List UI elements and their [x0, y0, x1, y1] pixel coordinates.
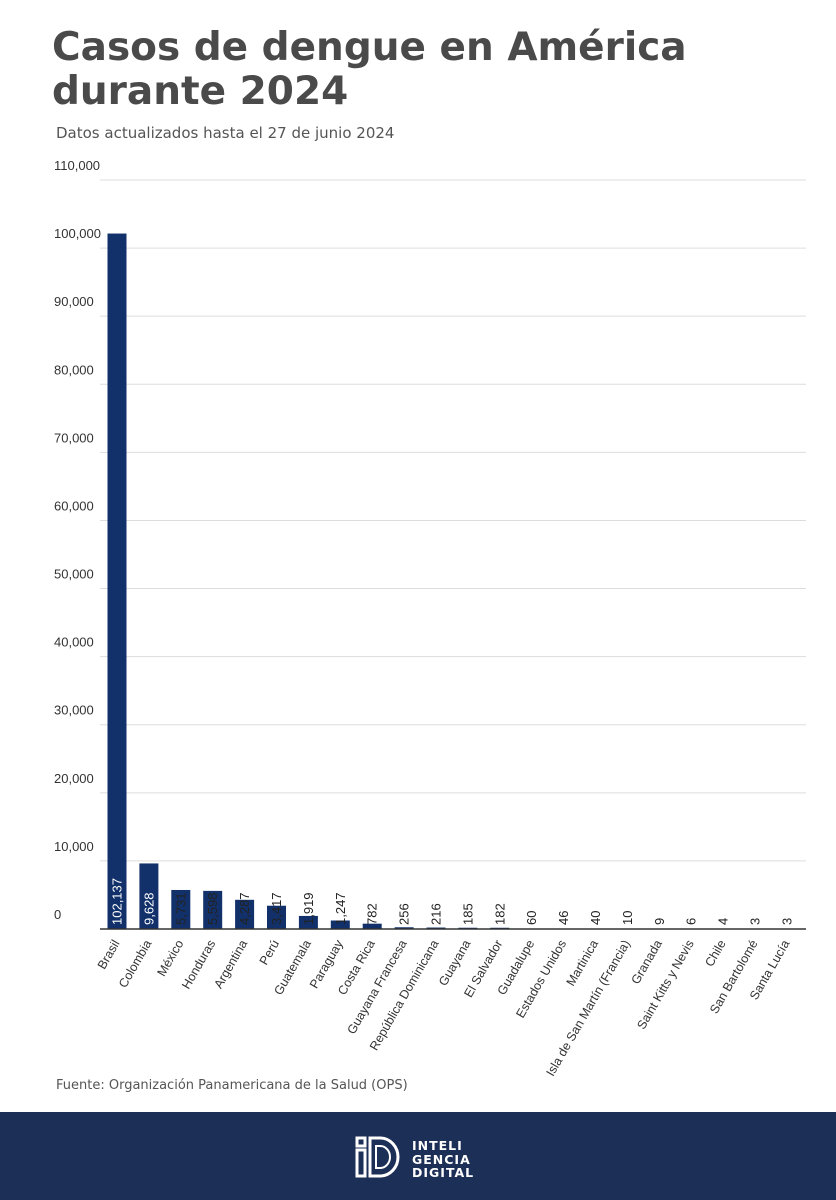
bar — [235, 899, 255, 929]
x-tick-label: Chile — [702, 937, 728, 969]
bar-value-label: 782 — [365, 903, 380, 925]
bar — [139, 863, 159, 929]
bar-value-label: 4,287 — [237, 892, 252, 925]
bar-value-label: 1,247 — [333, 892, 348, 925]
bar-value-label: 9 — [652, 918, 667, 925]
footer-bar: INTELI GENCIA DIGITAL — [0, 1112, 836, 1200]
y-tick-label: 60,000 — [54, 498, 94, 513]
y-axis-tick-labels: 0 10,000 20,000 30,000 40,000 50,000 60,000 70,… — [54, 158, 101, 922]
y-tick-label: 20,000 — [54, 771, 94, 786]
bar-value-label: 60 — [524, 911, 539, 925]
chart-subtitle: Datos actualizados hasta el 27 de junio … — [56, 124, 395, 142]
y-tick-label: 40,000 — [54, 635, 94, 650]
bar-value-label: 182 — [492, 903, 507, 925]
bar-value-label: 3 — [779, 918, 794, 925]
bar — [107, 233, 127, 929]
bar-value-label: 1,919 — [301, 892, 316, 925]
x-tick-label: México — [154, 937, 186, 978]
brand-line-3: DIGITAL — [412, 1165, 475, 1180]
bar-value-label: 3,417 — [269, 892, 284, 925]
bar-value-label: 4 — [716, 918, 731, 925]
bar — [362, 923, 382, 929]
y-tick-label: 100,000 — [54, 226, 101, 241]
gridlines — [100, 179, 806, 862]
bar — [394, 927, 414, 929]
y-tick-label: 30,000 — [54, 703, 94, 718]
value-labels: 102,137 9,628 5,731 5,598 4,287 3,417 1,919 1,2… — [110, 878, 795, 925]
y-tick-label: 50,000 — [54, 567, 94, 582]
x-tick-label: Perú — [257, 937, 282, 967]
x-tick-label: Brasil — [95, 938, 123, 972]
y-tick-label: 10,000 — [54, 839, 94, 854]
bar-value-label: 5,598 — [205, 892, 220, 925]
bar-value-label: 185 — [460, 903, 475, 925]
bar-value-label: 46 — [556, 911, 571, 925]
y-tick-label: 90,000 — [54, 294, 94, 309]
bar-value-label: 3 — [748, 918, 763, 925]
bar-value-label: 102,137 — [110, 878, 125, 925]
bar — [171, 889, 191, 929]
bars — [107, 233, 797, 930]
bar — [330, 920, 350, 929]
bar-value-label: 216 — [429, 903, 444, 925]
bar-value-label: 256 — [397, 903, 412, 925]
bar — [267, 905, 286, 929]
bar-value-label: 10 — [620, 911, 635, 925]
brand-logo: INTELI GENCIA DIGITAL — [354, 1132, 494, 1184]
bar-value-label: 5,731 — [173, 892, 188, 925]
source-note: Fuente: Organización Panamericana de la … — [56, 1078, 408, 1093]
bar-value-label: 6 — [684, 918, 699, 925]
bar-value-label: 9,628 — [141, 892, 156, 925]
chart-title: Casos de dengue en América durante 2024 — [52, 25, 687, 114]
y-tick-label: 110,000 — [54, 158, 100, 173]
bar-value-label: 40 — [588, 911, 603, 925]
brand-line-1: INTELI — [412, 1138, 463, 1153]
y-tick-label: 0 — [54, 907, 61, 922]
bar — [203, 890, 223, 929]
y-tick-label: 70,000 — [54, 430, 94, 445]
bar-chart: 0 10,000 20,000 30,000 40,000 50,000 60,000 70,… — [54, 158, 806, 1079]
bar — [298, 915, 318, 929]
brand-mark-icon — [355, 1136, 400, 1178]
brand-line-2: GENCIA — [412, 1151, 471, 1167]
y-tick-label: 80,000 — [54, 362, 94, 377]
